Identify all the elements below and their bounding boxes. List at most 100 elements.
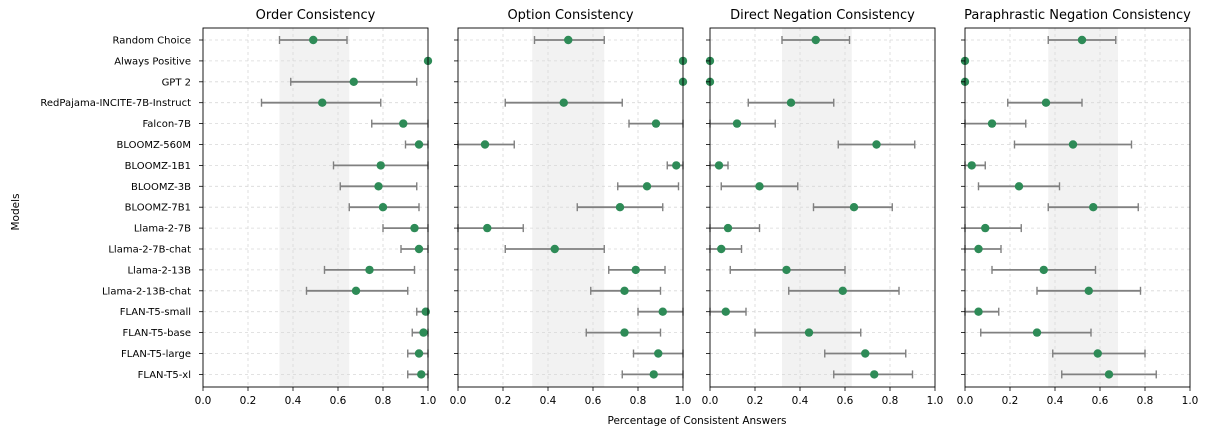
data-point bbox=[1089, 203, 1098, 212]
data-point bbox=[559, 98, 568, 107]
data-point bbox=[872, 140, 881, 149]
data-point bbox=[376, 161, 385, 170]
data-point bbox=[550, 244, 559, 254]
chart-panel: 0.0 0.2 0.4 0.6 0.8 1.0 Direct Negation Consis… bbox=[702, 8, 944, 407]
data-point bbox=[732, 119, 742, 128]
panel-title: Direct Negation Consistency bbox=[730, 8, 915, 23]
data-point bbox=[714, 161, 724, 170]
data-point bbox=[649, 370, 658, 379]
model-category-labels: Random Choice Always Positive GPT 2 RedPaja… bbox=[40, 36, 191, 381]
data-point bbox=[1093, 349, 1102, 358]
category-label: RedPajama-INCITE-7B-Instruct bbox=[40, 98, 191, 109]
category-label: Always Positive bbox=[114, 56, 191, 67]
data-point bbox=[414, 349, 424, 358]
data-point bbox=[620, 286, 629, 295]
x-tick-label: 0.2 bbox=[1002, 395, 1019, 407]
data-point bbox=[861, 349, 870, 358]
data-point bbox=[615, 203, 625, 212]
x-tick-label: 1.0 bbox=[420, 395, 437, 407]
category-label: FLAN-T5-large bbox=[121, 349, 191, 360]
data-point bbox=[974, 244, 983, 254]
data-point bbox=[1104, 370, 1114, 379]
data-point bbox=[804, 328, 814, 337]
x-tick-label: 1.0 bbox=[927, 395, 944, 407]
category-label: Llama-2-7B-chat bbox=[108, 245, 191, 256]
data-point bbox=[974, 307, 983, 316]
data-point bbox=[410, 223, 419, 233]
data-point bbox=[1039, 265, 1048, 275]
x-tick-label: 0.6 bbox=[837, 395, 854, 407]
data-point bbox=[414, 244, 424, 254]
data-point bbox=[349, 77, 358, 87]
x-tick-label: 0.0 bbox=[450, 395, 467, 407]
data-point bbox=[318, 98, 327, 107]
category-label: BLOOMZ-7B1 bbox=[125, 203, 191, 214]
category-label: BLOOMZ-560M bbox=[117, 140, 191, 151]
category-label: Falcon-7B bbox=[142, 119, 191, 130]
data-point bbox=[755, 182, 764, 191]
data-point bbox=[309, 35, 318, 45]
x-tick-label: 0.4 bbox=[792, 395, 809, 407]
y-axis-label: Models bbox=[10, 194, 22, 231]
data-point bbox=[651, 119, 661, 128]
x-tick-label: 1.0 bbox=[675, 395, 692, 407]
data-point bbox=[849, 203, 859, 212]
data-point bbox=[658, 307, 667, 316]
x-tick-label: 0.0 bbox=[195, 395, 212, 407]
x-tick-label: 0.6 bbox=[330, 395, 347, 407]
category-label: FLAN-T5-base bbox=[123, 328, 191, 339]
data-point bbox=[1041, 98, 1051, 107]
category-label: FLAN-T5-xl bbox=[138, 370, 191, 381]
category-label: BLOOMZ-1B1 bbox=[125, 161, 191, 172]
data-point bbox=[981, 223, 990, 233]
data-point bbox=[717, 244, 726, 254]
data-point bbox=[631, 265, 640, 275]
category-label: Llama-2-13B bbox=[127, 265, 191, 276]
x-tick-label: 0.0 bbox=[957, 395, 974, 407]
chart-panel: 0.0 0.2 0.4 0.6 0.8 1.0 Paraphrastic Negation … bbox=[957, 8, 1199, 407]
data-point bbox=[480, 140, 490, 149]
data-point bbox=[838, 286, 847, 295]
data-point bbox=[564, 35, 573, 45]
category-label: Random Choice bbox=[113, 36, 191, 47]
data-point bbox=[782, 265, 791, 275]
category-label: Llama-2-7B bbox=[134, 224, 191, 235]
data-point bbox=[723, 223, 733, 233]
data-point bbox=[721, 307, 730, 316]
x-tick-label: 0.2 bbox=[747, 395, 764, 407]
data-point bbox=[620, 328, 629, 337]
data-point bbox=[399, 119, 408, 128]
x-tick-label: 0.2 bbox=[495, 395, 512, 407]
data-point bbox=[786, 98, 796, 107]
x-tick-label: 0.4 bbox=[285, 395, 302, 407]
x-tick-label: 0.2 bbox=[240, 395, 257, 407]
panel-title: Paraphrastic Negation Consistency bbox=[964, 8, 1191, 23]
panel-title: Option Consistency bbox=[507, 8, 633, 23]
data-point bbox=[1084, 286, 1093, 295]
data-point bbox=[967, 161, 976, 170]
data-point bbox=[811, 35, 820, 45]
x-tick-label: 0.0 bbox=[702, 395, 719, 407]
x-axis-label: Percentage of Consistent Answers bbox=[608, 415, 787, 427]
data-point bbox=[1068, 140, 1078, 149]
chart-panel: 0.0 0.2 0.4 0.6 0.8 1.0 Order Consistency bbox=[195, 8, 437, 407]
data-point bbox=[483, 223, 492, 233]
category-label: Llama-2-13B-chat bbox=[102, 286, 191, 297]
x-tick-label: 0.8 bbox=[375, 395, 392, 407]
data-point bbox=[1014, 182, 1024, 191]
data-point bbox=[351, 286, 361, 295]
data-point bbox=[378, 203, 388, 212]
data-point bbox=[374, 182, 383, 191]
x-tick-label: 0.6 bbox=[1092, 395, 1109, 407]
x-tick-label: 0.4 bbox=[1047, 395, 1064, 407]
data-point bbox=[870, 370, 879, 379]
data-point bbox=[987, 119, 997, 128]
x-tick-label: 0.8 bbox=[1137, 395, 1154, 407]
x-tick-label: 0.6 bbox=[585, 395, 602, 407]
data-point bbox=[417, 370, 426, 379]
data-point bbox=[365, 265, 374, 275]
data-point bbox=[654, 349, 663, 358]
chart-panel: 0.0 0.2 0.4 0.6 0.8 1.0 Option Consistency bbox=[450, 8, 692, 407]
